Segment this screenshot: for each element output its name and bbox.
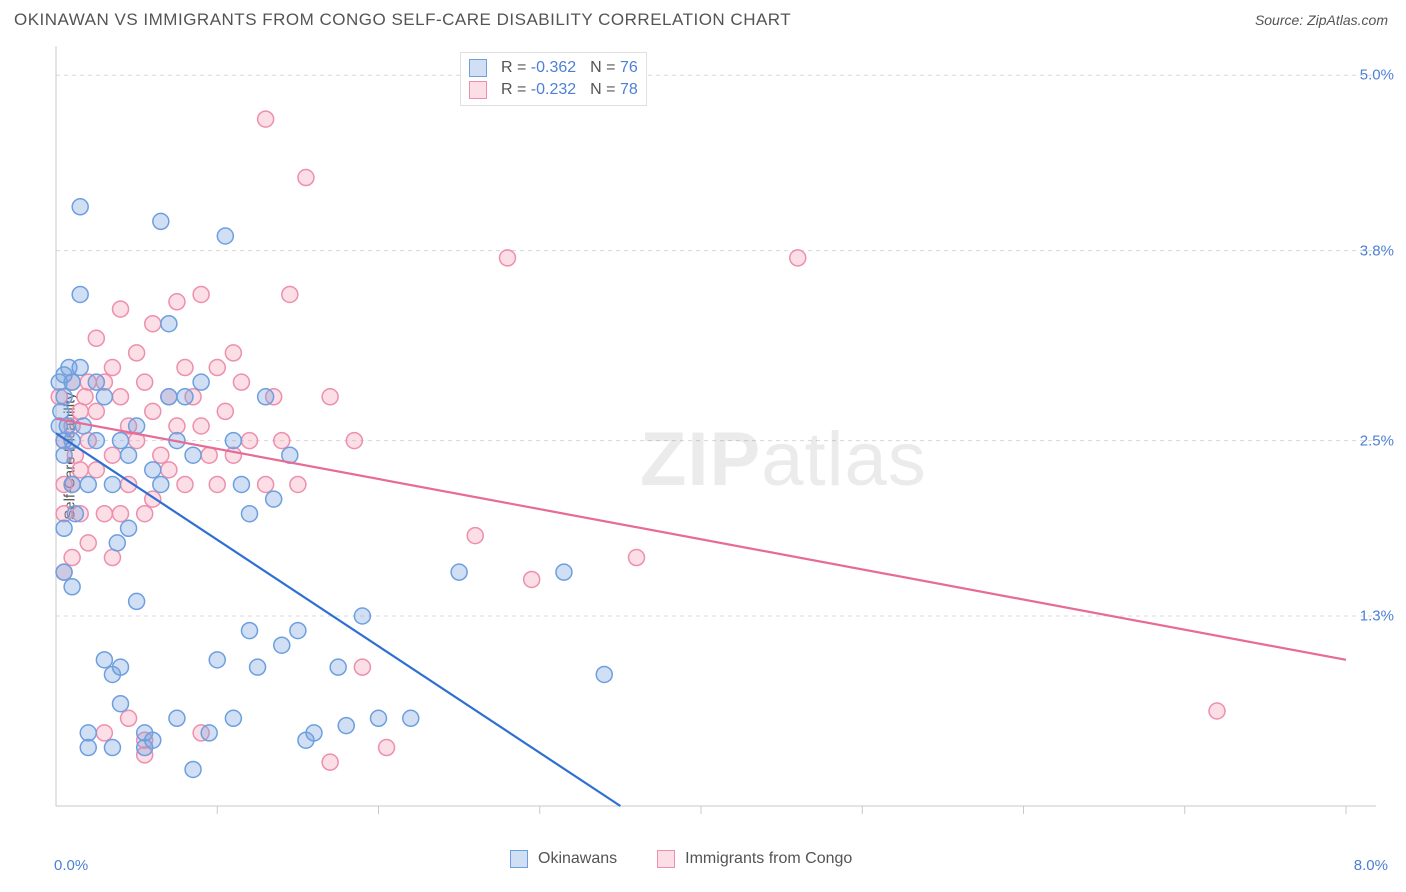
legend-label-a: Okinawans bbox=[538, 850, 617, 868]
y-tick-label: 5.0% bbox=[1360, 67, 1394, 84]
axes bbox=[56, 46, 1376, 806]
correlation-legend: R = -0.362 N = 76 R = -0.232 N = 78 bbox=[460, 52, 647, 106]
n-label-a: N = 76 bbox=[590, 59, 638, 77]
source-attribution: Source: ZipAtlas.com bbox=[1255, 12, 1388, 28]
series-legend: Okinawans Immigrants from Congo bbox=[510, 850, 852, 868]
correlation-row-b: R = -0.232 N = 78 bbox=[469, 79, 638, 101]
x-end-label: 8.0% bbox=[1354, 857, 1388, 874]
swatch-b bbox=[469, 81, 487, 99]
origin-label: 0.0% bbox=[54, 857, 88, 874]
header-bar: OKINAWAN VS IMMIGRANTS FROM CONGO SELF-C… bbox=[0, 0, 1406, 36]
y-tick-label: 2.5% bbox=[1360, 432, 1394, 449]
x-ticks bbox=[217, 806, 1346, 814]
r-label-b: R = -0.232 bbox=[501, 81, 576, 99]
swatch-a-bottom bbox=[510, 850, 528, 868]
correlation-row-a: R = -0.362 N = 76 bbox=[469, 57, 638, 79]
chart-title: OKINAWAN VS IMMIGRANTS FROM CONGO SELF-C… bbox=[14, 10, 791, 30]
gridlines bbox=[56, 75, 1376, 616]
swatch-b-bottom bbox=[657, 850, 675, 868]
legend-label-b: Immigrants from Congo bbox=[685, 850, 852, 868]
legend-item-b: Immigrants from Congo bbox=[657, 850, 852, 868]
r-label-a: R = -0.362 bbox=[501, 59, 576, 77]
scatter-plot bbox=[46, 36, 1386, 856]
y-tick-label: 3.8% bbox=[1360, 242, 1394, 259]
chart-area: Self-Care Disability 1.3%2.5%3.8%5.0% 0.… bbox=[0, 36, 1406, 876]
n-label-b: N = 78 bbox=[590, 81, 638, 99]
swatch-a bbox=[469, 59, 487, 77]
y-tick-label: 1.3% bbox=[1360, 608, 1394, 625]
legend-item-a: Okinawans bbox=[510, 850, 617, 868]
